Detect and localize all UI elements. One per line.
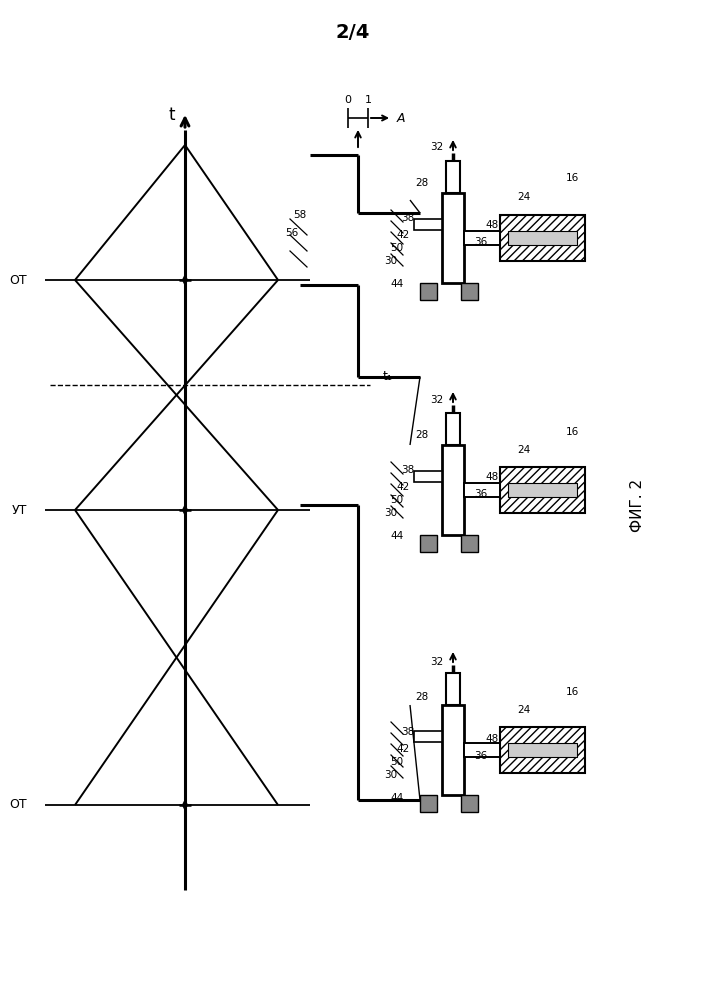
Text: 16: 16 (566, 173, 578, 183)
Bar (446, 161, 460, 193)
Text: t: t (169, 106, 175, 124)
Text: 50: 50 (390, 243, 404, 253)
Text: 0: 0 (344, 95, 351, 105)
Text: 30: 30 (385, 770, 397, 780)
Text: 44: 44 (390, 531, 404, 541)
Text: 16: 16 (566, 687, 578, 697)
Text: 28: 28 (416, 178, 428, 188)
Text: 24: 24 (518, 192, 531, 202)
Bar (500, 727, 585, 773)
Text: ФИГ. 2: ФИГ. 2 (631, 478, 645, 532)
Text: 2/4: 2/4 (336, 23, 370, 42)
Text: ОТ: ОТ (9, 273, 27, 286)
Text: 32: 32 (431, 142, 443, 152)
Bar (414, 471, 442, 482)
Bar (508, 743, 577, 757)
Text: 44: 44 (390, 793, 404, 803)
Text: 24: 24 (518, 705, 531, 715)
Bar (464, 743, 500, 757)
Text: 32: 32 (431, 657, 443, 667)
Text: 58: 58 (293, 210, 307, 220)
Bar (420, 283, 437, 300)
Text: 36: 36 (474, 751, 488, 761)
Text: 56: 56 (286, 228, 298, 238)
Text: 50: 50 (390, 495, 404, 505)
Text: t₁: t₁ (383, 370, 393, 383)
Bar (460, 535, 477, 552)
Text: A: A (397, 111, 405, 124)
Bar (446, 673, 460, 705)
Text: УТ: УТ (11, 504, 27, 516)
Bar (508, 483, 577, 497)
Text: 48: 48 (486, 220, 498, 230)
Text: 1: 1 (365, 95, 371, 105)
Bar (442, 705, 464, 795)
Bar (460, 795, 477, 812)
Bar (414, 731, 442, 742)
Text: 28: 28 (416, 692, 428, 702)
Text: 38: 38 (402, 465, 414, 475)
Text: 42: 42 (397, 230, 409, 240)
Text: 30: 30 (385, 508, 397, 518)
Bar (500, 215, 585, 261)
Text: 24: 24 (518, 445, 531, 455)
Bar (442, 445, 464, 535)
Text: 28: 28 (416, 430, 428, 440)
Text: 42: 42 (397, 744, 409, 754)
Bar (508, 231, 577, 245)
Text: 32: 32 (431, 395, 443, 405)
Bar (464, 483, 500, 497)
Text: 36: 36 (474, 489, 488, 499)
Text: 30: 30 (385, 256, 397, 266)
Bar (446, 413, 460, 445)
Bar (420, 795, 437, 812)
Bar (442, 193, 464, 283)
Bar (460, 283, 477, 300)
Text: ОТ: ОТ (9, 798, 27, 812)
Bar (500, 467, 585, 513)
Text: 42: 42 (397, 482, 409, 492)
Text: 16: 16 (566, 427, 578, 437)
Text: 38: 38 (402, 727, 414, 737)
Text: 48: 48 (486, 734, 498, 744)
Bar (414, 219, 442, 230)
Text: 44: 44 (390, 279, 404, 289)
Text: 48: 48 (486, 472, 498, 482)
Text: 38: 38 (402, 213, 414, 223)
Bar (464, 231, 500, 245)
Bar (420, 535, 437, 552)
Text: 36: 36 (474, 237, 488, 247)
Text: 50: 50 (390, 757, 404, 767)
